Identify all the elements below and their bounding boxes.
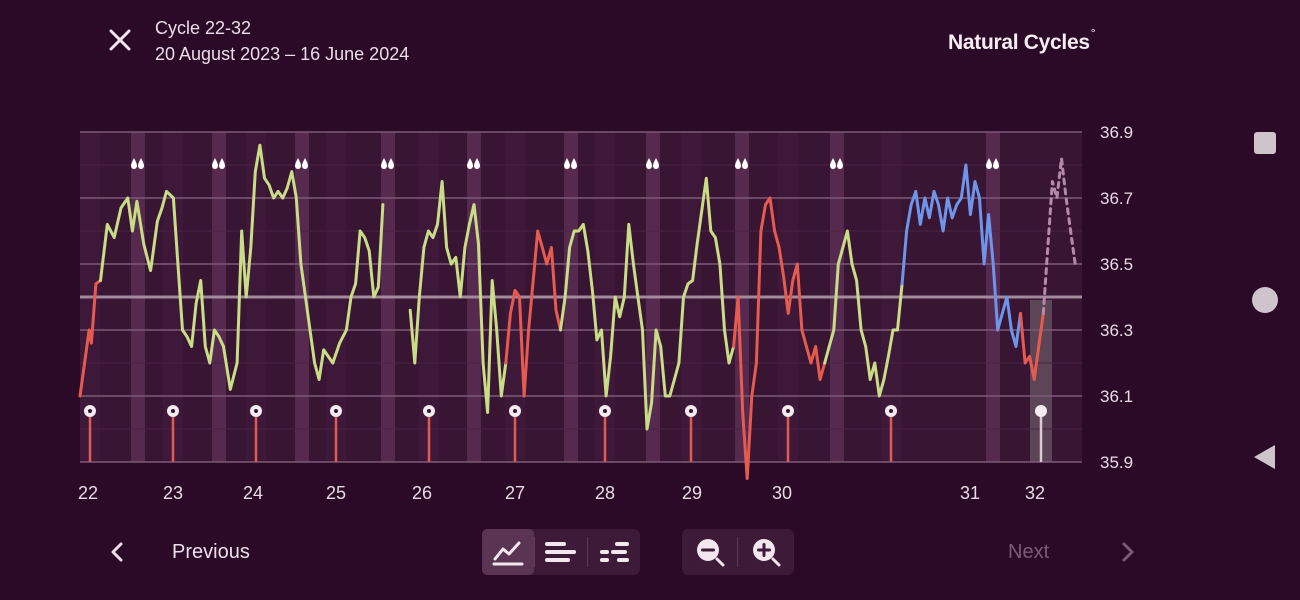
cycle-label: 30 [772, 483, 792, 503]
zoom-in-button[interactable] [738, 529, 793, 575]
y-tick-label: 35.9 [1100, 453, 1133, 472]
ovulation-marker-dot [513, 409, 517, 413]
temperature-line-cycle-23-luteal [281, 170, 335, 381]
temperature-line-cycle-25 [408, 180, 508, 414]
cycle-label: 28 [595, 483, 615, 503]
temperature-line-cycle-29 [732, 196, 827, 480]
cycle-label: 25 [326, 483, 346, 503]
period-drop-icon [381, 158, 394, 169]
period-drop-icon [131, 158, 144, 169]
cycle-label: 26 [412, 483, 432, 503]
y-tick-label: 36.9 [1100, 123, 1133, 142]
period-drop-icon [735, 158, 748, 169]
ovulation-marker-dot [171, 409, 175, 413]
brand-logo: Natural Cycles° [948, 26, 1095, 55]
y-tick-label: 36.7 [1100, 189, 1133, 208]
y-tick-label: 36.5 [1100, 255, 1133, 274]
period-drop-icon [564, 158, 577, 169]
temperature-line-cycle-30 [823, 229, 904, 398]
cycle-title: Cycle 22-32 20 August 2023 – 16 June 202… [155, 15, 409, 67]
bar-view-button[interactable] [535, 529, 587, 575]
ovulation-marker-dot [603, 409, 607, 413]
ovulation-marker-dot [889, 409, 893, 413]
zoom-out-icon [696, 539, 724, 567]
view-mode-toggle [482, 529, 640, 575]
chevron-left-icon [111, 542, 123, 562]
dots-icon [600, 542, 629, 562]
zoom-out-button[interactable] [682, 529, 737, 575]
temperature-chart[interactable]: 36.9 36.7 36.5 36.3 36.1 35.9 22 23 24 25 26 27 28 29… [0, 0, 1300, 520]
cycle-label: 23 [163, 483, 183, 503]
temperature-line-predicted [1041, 156, 1077, 315]
temperature-line-cycle-22-luteal [99, 189, 225, 365]
temperature-line-cycle-22 [78, 279, 102, 398]
system-back-button[interactable] [1252, 443, 1278, 471]
previous-button[interactable]: Previous [100, 534, 250, 570]
y-tick-label: 36.3 [1100, 321, 1133, 340]
brand-name: Natural Cycles [948, 31, 1090, 54]
cycle-label: 31 [960, 483, 980, 503]
graph-view-button[interactable] [482, 529, 534, 575]
system-home-button[interactable] [1250, 285, 1280, 315]
temperature-line-cycle-26 [504, 229, 562, 398]
period-drop-icon [295, 158, 308, 169]
ovulation-marker-dot [334, 409, 338, 413]
ovulation-marker-dot [254, 409, 258, 413]
system-overview-button[interactable] [1253, 131, 1277, 155]
ovulation-marker-dot [427, 409, 431, 413]
close-icon [109, 29, 131, 51]
cycle-label: 27 [505, 483, 525, 503]
cycle-label: 24 [243, 483, 263, 503]
ovulation-marker-dot [689, 409, 693, 413]
zoom-controls [682, 529, 794, 575]
circle-icon [1252, 287, 1278, 313]
square-icon [1254, 132, 1276, 154]
temperature-line-cycle-24 [331, 203, 385, 365]
period-drop-icon [986, 158, 999, 169]
temperature-line-cycle-28 [622, 176, 736, 431]
chevron-right-icon [1122, 542, 1134, 562]
y-tick-label: 36.1 [1100, 387, 1133, 406]
temperature-line-cycle-23 [222, 143, 285, 391]
next-button[interactable]: Next [1008, 534, 1145, 570]
cycle-label: 32 [1025, 483, 1045, 503]
today-marker [1035, 405, 1047, 417]
close-button[interactable] [104, 24, 136, 56]
period-drop-icon [830, 158, 843, 169]
line-graph-icon [492, 541, 524, 566]
previous-label: Previous [172, 540, 250, 563]
period-drop-icon [467, 158, 480, 169]
next-label: Next [1008, 540, 1050, 563]
bars-icon [545, 542, 576, 562]
triangle-back-icon [1254, 445, 1275, 469]
brand-mark: ° [1090, 26, 1096, 40]
period-drop-icon [646, 158, 659, 169]
date-range: 20 August 2023 – 16 June 2024 [155, 44, 410, 64]
zoom-in-icon [752, 539, 780, 567]
temperature-line-cycle-27 [559, 222, 626, 398]
cycle-range: Cycle 22-32 [155, 18, 252, 38]
period-drop-icon [212, 158, 225, 169]
cycle-label: 22 [78, 483, 98, 503]
ovulation-marker-dot [786, 409, 790, 413]
temperature-line-cycle-32 [1019, 312, 1045, 381]
dots-view-button[interactable] [588, 529, 640, 575]
today-highlight [1030, 300, 1052, 462]
temperature-line-cycle-31 [900, 163, 1022, 348]
cycle-label: 29 [682, 483, 702, 503]
ovulation-marker-dot [88, 409, 92, 413]
